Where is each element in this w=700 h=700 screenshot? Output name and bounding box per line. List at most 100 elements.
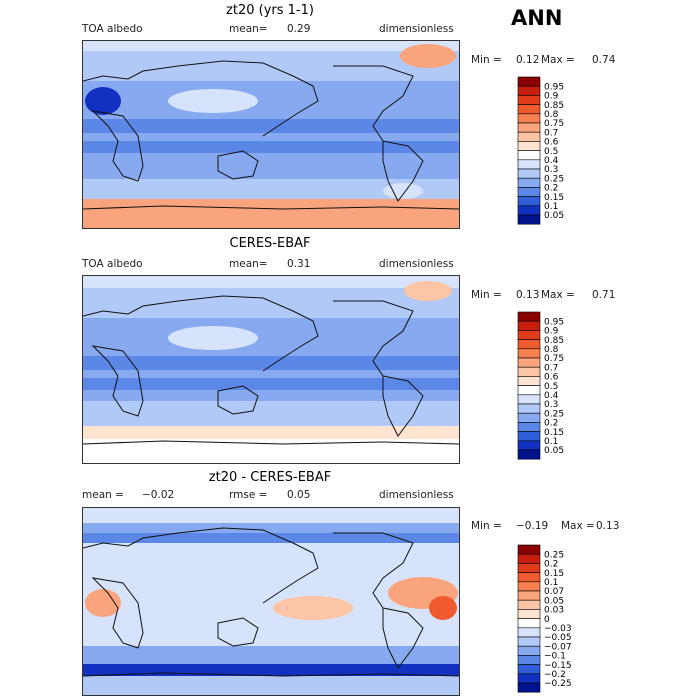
panel3-max-label: Max =: [561, 520, 595, 532]
panel2-min-label: Min =: [471, 289, 502, 301]
panel3-positive-patch-west: [85, 589, 121, 617]
panel2-colorbar-swatch: [517, 366, 541, 377]
panel2-title: CERES-EBAF: [229, 236, 311, 251]
panel2-coast-eurasia: [83, 295, 319, 372]
panel2-colorbar-swatch: [517, 403, 541, 414]
panel3-colorbar-label: −0.07: [544, 642, 572, 652]
panel2-mean-value: 0.31: [287, 258, 311, 270]
panel3-colorbar-swatch: [517, 655, 541, 665]
panel1-colorbar-swatch: [517, 131, 541, 142]
panel2-colorbar-label: 0.6: [544, 373, 559, 383]
panel2-colorbar-label: 0.7: [544, 363, 558, 373]
panel3-colorbar-label: 0.25: [544, 550, 564, 560]
panel1-colorbar-swatch: [517, 214, 541, 225]
panel3-colorbar-label: −0.1: [544, 652, 566, 662]
panel3-colorbar-swatch: [517, 599, 541, 610]
panel3-colorbar-label: −0.05: [544, 633, 572, 643]
panel3-band-antarctica: [83, 676, 459, 695]
panel3-colorbar-swatch: [517, 645, 541, 656]
panel1-coast-antarctica: [83, 205, 459, 210]
panel1-band-antarctica: [83, 199, 459, 228]
panel2-band-northern: [83, 288, 459, 318]
panel3-colorbar-svg: 0.250.20.150.10.070.050.030−0.03−0.05−0.…: [517, 544, 572, 693]
panel1-min-value: 0.12: [516, 54, 540, 66]
panel2-coast-africa: [91, 345, 144, 417]
panel3-colorbar-label: 0.05: [544, 596, 564, 606]
panel1-colorbar-label: 0.1: [544, 202, 558, 212]
panel1-band-southern-ocean: [83, 179, 459, 199]
panel3-colorbar-swatch: [517, 563, 541, 573]
panel2-colorbar-swatch: [517, 431, 541, 442]
panel2-coast-antarctica: [83, 440, 459, 445]
panel1-mean-value: 0.29: [287, 23, 311, 35]
panel2-colorbar-label: 0.9: [544, 327, 559, 337]
panel1-colorbar-label: 0.15: [544, 193, 564, 203]
panel1-colorbar-label: 0.5: [544, 147, 558, 157]
panel1-band-arctic: [83, 41, 459, 51]
panel1-colorbar-swatch: [517, 205, 541, 216]
panel1-colorbar-swatch: [517, 196, 541, 207]
panel2-colorbar-label: 0.1: [544, 437, 558, 447]
panel3-units: dimensionless: [379, 489, 454, 501]
panel2-greenland-patch: [404, 281, 452, 301]
panel3-positive-patch-pacific: [273, 596, 353, 620]
panel1-colorbar-label: 0.85: [544, 101, 564, 111]
panel1-coast-africa: [91, 110, 144, 182]
panel1-colorbar-label: 0.25: [544, 174, 564, 184]
panel1-colorbar-swatch: [517, 177, 541, 188]
panel1-band-itcz: [83, 133, 459, 141]
panel3-colorbar-swatch: [517, 618, 541, 629]
panel3-colorbar-swatch: [517, 682, 541, 693]
panel3-colorbar-label: −0.03: [544, 624, 572, 634]
panel3-min-label: Min =: [471, 520, 502, 532]
panel2-map-svg: [83, 276, 459, 463]
panel1-mean-label: mean=: [229, 23, 268, 35]
panel1-colorbar-label: 0.95: [544, 82, 564, 92]
panel3-colorbar-swatch: [517, 609, 541, 619]
panel2-band-southern: [83, 401, 459, 426]
panel1-asia-patch: [168, 89, 258, 113]
panel2-colorbar-label: 0.3: [544, 400, 558, 410]
panel1-colorbar-swatch: [517, 122, 541, 133]
panel1-colorbar-swatch: [517, 95, 541, 105]
panel1-colorbar-swatch: [517, 104, 541, 115]
panel1-coast-north-america: [333, 65, 414, 142]
panel1-units: dimensionless: [379, 23, 454, 35]
panel2-colorbar-swatch: [517, 320, 541, 331]
panel2-colorbar-swatch: [517, 394, 541, 405]
panel2-colorbar-svg: 0.950.90.850.80.750.70.60.50.40.30.250.2…: [517, 311, 564, 460]
panel3-mean-value: −0.02: [142, 489, 175, 501]
panel2-colorbar-swatch: [517, 339, 541, 350]
panel2-colorbar-label: 0.05: [544, 446, 564, 456]
panel2-colorbar-swatch: [517, 385, 541, 396]
panel1-colorbar-label: 0.6: [544, 138, 559, 148]
panel3-colorbar-swatch: [517, 553, 541, 564]
panel2-mean-label: mean=: [229, 258, 268, 270]
panel1-colorbar-label: 0.3: [544, 165, 558, 175]
panel2-coast-south-america: [382, 375, 424, 437]
panel2-colorbar-label: 0.95: [544, 317, 564, 327]
panel3-coast-south-america: [382, 607, 424, 669]
panel3-rmse-label: rmse =: [229, 489, 268, 501]
panel3-coast-africa: [91, 577, 144, 649]
panel2-colorbar-label: 0.8: [544, 345, 559, 355]
panel2-coastlines: [83, 295, 459, 445]
panel3-colorbar-swatch: [517, 636, 541, 647]
panel3-colorbar-swatch: [517, 581, 541, 592]
panel3-rmse-value: 0.05: [287, 489, 311, 501]
panel3-coast-antarctica: [83, 672, 459, 677]
panel2-colorbar-label: 0.4: [544, 391, 559, 401]
panel3-colorbar-label: 0: [544, 615, 550, 625]
panel1-colorbar-swatch: [517, 159, 541, 170]
panel2-colorbar-swatch: [517, 376, 541, 386]
panel3-coastlines: [83, 527, 459, 677]
panel1-colorbar-svg: 0.950.90.850.80.750.70.60.50.40.30.250.2…: [517, 76, 564, 225]
panel3-colorbar-swatch: [517, 590, 541, 601]
panel2-colorbar-label: 0.2: [544, 419, 558, 429]
panel1-colorbar-label: 0.7: [544, 128, 558, 138]
panel2-colorbar: 0.95 0.9 0.85 0.8 0.75 0.7 0.6 0.5 0.4 0.3 0.25 0.2…: [517, 311, 588, 462]
panel1-variable: TOA albedo: [82, 23, 143, 35]
panel2-colorbar-label: 0.85: [544, 336, 564, 346]
panel1-colorbar-swatch: [517, 141, 541, 151]
panel1-coastlines: [83, 60, 459, 210]
